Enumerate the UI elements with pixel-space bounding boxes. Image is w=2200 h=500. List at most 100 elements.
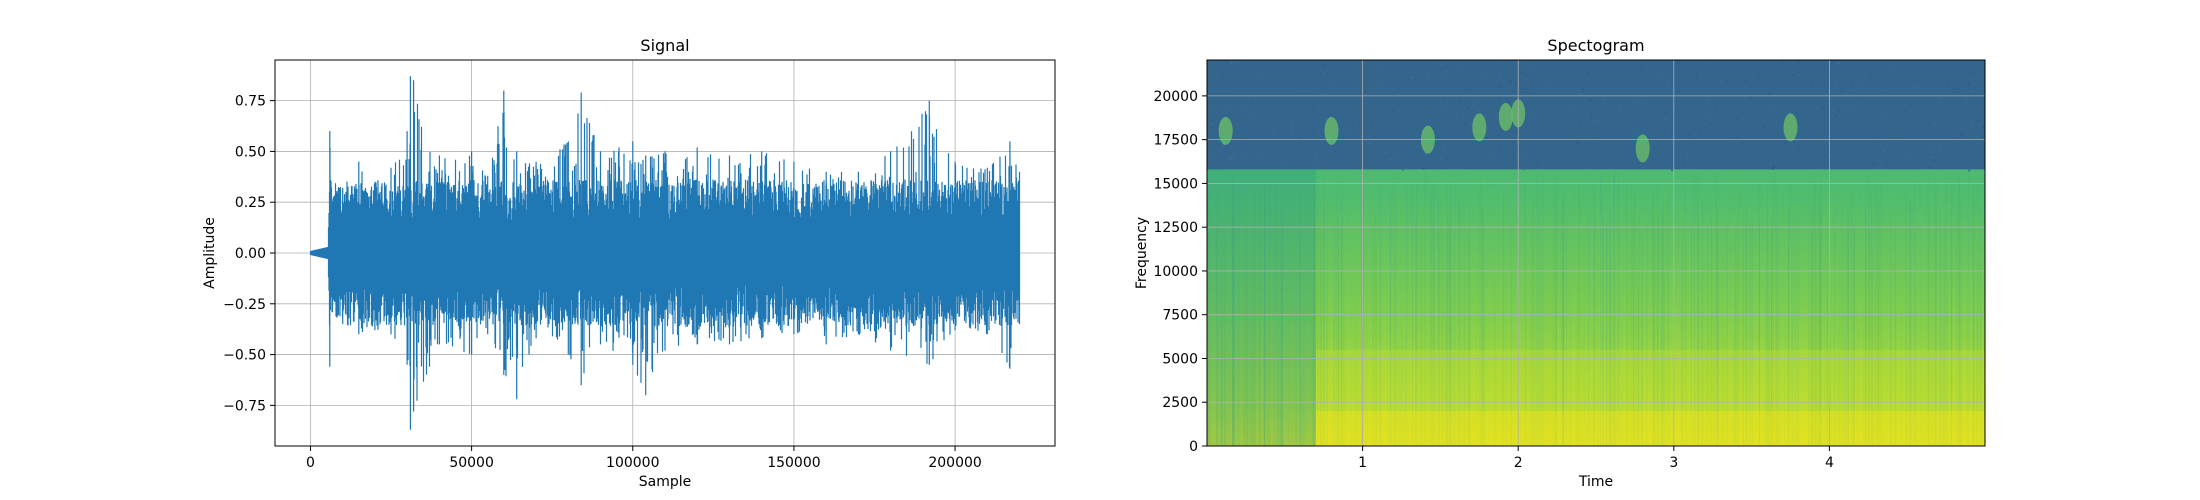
spectrogram-streak — [1276, 172, 1278, 446]
spectrogram-noise — [1323, 73, 1326, 76]
spectrogram-noise — [1720, 80, 1723, 83]
signal-plot: Signal 0 50000 100000 150000 200000 −0.75−0.… — [202, 36, 1056, 490]
spectrogram-streak — [1594, 215, 1596, 446]
spectrogram-streak — [1613, 173, 1615, 446]
spectrogram-streak — [1765, 227, 1767, 446]
spectrogram-streak — [1912, 224, 1914, 446]
spectrogram-streak — [1563, 223, 1565, 446]
spectrogram-noise — [1481, 71, 1484, 74]
spectrogram-noise — [1797, 121, 1800, 124]
spectrogram-streak — [1484, 173, 1486, 446]
spectrogram-streak — [1736, 190, 1738, 446]
spectrogram-noise — [1913, 86, 1916, 89]
spectrogram-transient — [1472, 113, 1487, 142]
spectrogram-streak — [1637, 192, 1639, 446]
spectrogram-streak — [1319, 195, 1321, 446]
spectrogram-streak — [1972, 216, 1974, 446]
spectrogram-noise — [1822, 144, 1825, 147]
spectrogram-streak — [1830, 216, 1832, 446]
spectrogram-noise — [1485, 137, 1488, 140]
spectrogram-noise — [1255, 156, 1258, 159]
spectrogram-streak — [1812, 218, 1814, 446]
spectrogram-streak — [1435, 204, 1437, 446]
spectrogram-noise — [1417, 140, 1420, 143]
spectrogram-streak — [1363, 185, 1365, 446]
spectrogram-streak — [1826, 219, 1828, 446]
spectrogram-streak — [1226, 197, 1228, 446]
spectrogram-streak — [1945, 171, 1947, 446]
spectrogram-noise — [1214, 92, 1217, 95]
spectrogram-streak — [1868, 229, 1870, 446]
spectrogram-streak — [1941, 182, 1943, 446]
spectrogram-streak — [1259, 193, 1261, 446]
spectrogram-y-tick-label: 10000 — [1153, 264, 1198, 280]
spectrogram-streak — [1562, 193, 1564, 446]
spectrogram-noise — [1771, 167, 1774, 170]
spectrogram-streak — [1547, 188, 1549, 446]
spectrogram-streak — [1493, 223, 1495, 446]
spectrogram-streak — [1772, 173, 1774, 446]
spectrogram-streak — [1569, 180, 1571, 446]
spectrogram-streak — [1844, 226, 1846, 446]
spectrogram-noise — [1368, 141, 1371, 144]
spectrogram-streak — [1848, 213, 1850, 446]
spectrogram-streak — [1244, 215, 1246, 446]
spectrogram-streak — [1441, 196, 1443, 446]
spectrogram-streak — [1641, 199, 1643, 446]
spectrogram-noise — [1581, 88, 1584, 91]
spectrogram-streak — [1637, 179, 1639, 446]
spectrogram-noise — [1426, 73, 1429, 76]
spectrogram-noise — [1810, 81, 1813, 84]
spectrogram-streak — [1511, 202, 1513, 446]
spectrogram-noise — [1965, 97, 1968, 100]
spectrogram-noise — [1967, 83, 1970, 86]
spectrogram-noise — [1527, 114, 1530, 117]
spectrogram-streak — [1561, 214, 1563, 446]
spectrogram-streak — [1829, 212, 1831, 446]
spectrogram-noise — [1486, 82, 1489, 85]
spectrogram-noise — [1313, 161, 1316, 164]
spectrogram-noise — [1904, 110, 1907, 113]
spectrogram-streak — [1544, 216, 1546, 446]
spectrogram-noise — [1934, 159, 1937, 162]
spectrogram-streak — [1895, 220, 1897, 446]
spectrogram-streak — [1977, 178, 1979, 446]
spectrogram-noise — [1590, 114, 1593, 117]
spectrogram-streak — [1403, 194, 1405, 446]
spectrogram-streak — [1734, 209, 1736, 446]
spectrogram-streak — [1220, 211, 1222, 446]
spectrogram-streak — [1533, 201, 1535, 446]
spectrogram-streak — [1583, 206, 1585, 446]
spectrogram-streak — [1438, 229, 1440, 446]
spectrogram-noise — [1714, 106, 1717, 109]
spectrogram-streak — [1495, 188, 1497, 446]
spectrogram-streak — [1494, 189, 1496, 446]
spectrogram-streak — [1959, 181, 1961, 446]
spectrogram-noise — [1443, 144, 1446, 147]
spectrogram-streak — [1637, 224, 1639, 446]
spectrogram-streak — [1450, 203, 1452, 446]
spectrogram-streak — [1321, 219, 1323, 446]
spectrogram-streak — [1501, 189, 1503, 446]
spectrogram-streak — [1713, 189, 1715, 446]
spectrogram-streak — [1684, 173, 1686, 446]
spectrogram-transient — [1498, 102, 1513, 131]
spectrogram-streak — [1430, 195, 1432, 446]
spectrogram-noise — [1520, 72, 1523, 75]
spectrogram-streak — [1843, 217, 1845, 446]
spectrogram-streak — [1641, 224, 1643, 446]
signal-y-ticks: −0.75 −0.50 −0.25 0.00 0.25 0.50 0.75 — [223, 94, 275, 414]
spectrogram-streak — [1452, 186, 1454, 446]
spectrogram-noise — [1939, 146, 1942, 149]
spectrogram-noise — [1798, 74, 1801, 77]
spectrogram-x-tick-label: 1 — [1358, 455, 1367, 471]
spectrogram-streak — [1877, 199, 1879, 446]
spectrogram-noise — [1348, 129, 1351, 132]
spectrogram-y-tick-label: 0 — [1189, 439, 1198, 455]
spectrogram-streak — [1817, 186, 1819, 446]
spectrogram-streak — [1976, 211, 1978, 446]
spectrogram-noise — [1969, 72, 1972, 75]
spectrogram-streak — [1871, 217, 1873, 446]
spectrogram-noise — [1930, 150, 1933, 153]
spectrogram-streak — [1742, 170, 1744, 446]
